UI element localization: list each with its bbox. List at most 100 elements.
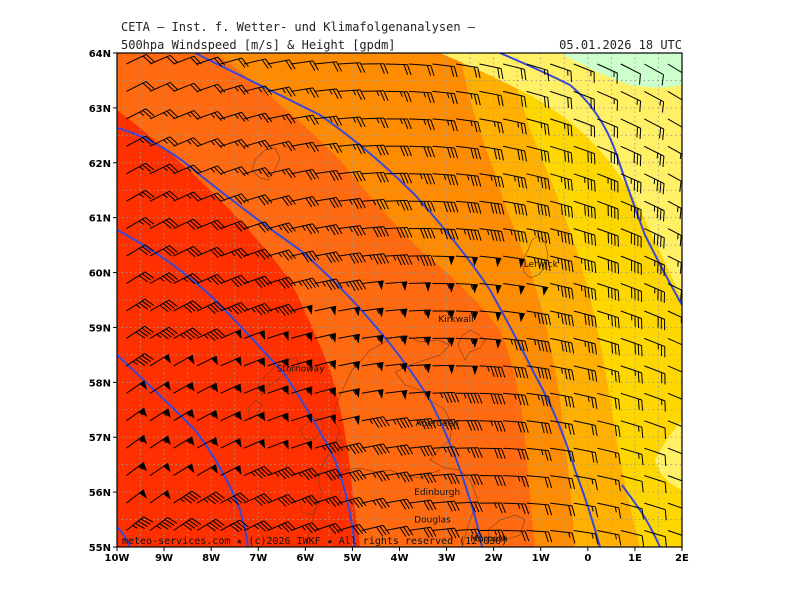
wind-barb (385, 90, 412, 102)
wind-barb (573, 145, 596, 165)
wind-barb (479, 228, 505, 242)
wind-barb (432, 173, 459, 186)
wind-barb (408, 282, 431, 292)
wind-barb (479, 90, 504, 107)
wind-barb (385, 444, 414, 456)
wind-barb (220, 410, 242, 422)
wind-barb (620, 63, 641, 85)
coastline (457, 329, 486, 361)
wind-barb (526, 118, 550, 136)
wind-barb (173, 463, 195, 477)
wind-barb (314, 305, 337, 316)
wind-barb (385, 199, 413, 211)
wind-barb (620, 502, 644, 520)
wind-barb (291, 277, 320, 290)
wind-barb (173, 490, 202, 504)
wind-barb (385, 335, 408, 346)
wind-barb (126, 53, 155, 65)
wind-barb (173, 517, 201, 531)
wind-barb (550, 392, 575, 408)
wind-barb (314, 251, 343, 264)
wind-barb (620, 228, 642, 248)
lon-label: 2W (485, 553, 503, 564)
wind-barb (149, 245, 178, 257)
wind-barb (385, 471, 414, 483)
wind-barb (526, 145, 550, 163)
wind-barb (149, 217, 178, 230)
wind-barb (479, 420, 506, 432)
wind-barb (644, 283, 666, 303)
wind-barb (267, 412, 289, 423)
wind-barb (479, 118, 504, 134)
wind-barb (644, 228, 665, 249)
wind-barb (455, 173, 482, 187)
wind-barb (220, 302, 249, 315)
wind-barb (644, 173, 665, 195)
wind-barb (291, 304, 313, 315)
wind-barb (502, 90, 527, 108)
wind-barb (479, 529, 507, 541)
wind-barb (361, 470, 390, 482)
wind-barb (432, 118, 458, 132)
wind-barb (173, 381, 195, 394)
lat-label: 57N (89, 433, 111, 444)
wind-barb (149, 54, 179, 65)
wind-barb (408, 418, 437, 430)
wind-barb (385, 498, 414, 510)
wind-barb (243, 85, 273, 96)
wind-barb (220, 465, 242, 477)
wind-barb (196, 110, 226, 122)
wind-barb (314, 88, 343, 99)
wind-barb (126, 108, 155, 120)
wind-barb (597, 337, 620, 356)
wind-barb (644, 255, 665, 276)
wind-barb (550, 255, 574, 273)
wind-barb (526, 283, 549, 296)
wind-barb (408, 118, 435, 131)
wind-barb (432, 419, 460, 431)
lat-label: 62N (89, 159, 111, 170)
wind-barb (432, 391, 460, 403)
wind-barb (196, 518, 225, 532)
valid-time: 05.01.2026 18 UTC (559, 38, 682, 52)
wind-barb (338, 62, 366, 73)
wind-barb (408, 363, 431, 374)
wind-barb (361, 117, 389, 129)
lon-label: 1E (628, 553, 642, 564)
wind-barb (644, 310, 666, 331)
wind-barb (338, 225, 366, 237)
height-contour-line (499, 53, 682, 306)
city-label: Stornoway (277, 364, 325, 374)
wind-barb (408, 173, 436, 185)
coastline (521, 235, 549, 279)
wind-barb (361, 253, 390, 265)
lon-label: 8W (202, 553, 220, 564)
wind-barb (385, 308, 408, 319)
wind-barb (361, 90, 389, 101)
wind-barb (667, 173, 682, 192)
wind-barb (455, 145, 482, 160)
wind-barb (149, 326, 178, 340)
height-contour-line (117, 127, 483, 547)
wind-barb (220, 383, 242, 394)
wind-barb (220, 356, 242, 367)
wind-barb (243, 330, 266, 341)
wind-barb (550, 173, 573, 191)
wind-barb (455, 447, 483, 458)
wind-barb (338, 306, 361, 317)
wind-barb (196, 165, 226, 176)
wind-barb (385, 118, 412, 130)
wind-barb (667, 337, 682, 348)
wind-barb (503, 530, 530, 542)
wind-barb (126, 189, 155, 202)
wind-barb (243, 112, 273, 124)
wind-barb (126, 516, 154, 531)
coastline (487, 514, 526, 541)
wind-barb (314, 61, 343, 72)
wind-barb (455, 528, 484, 540)
height-contour-line (117, 354, 249, 547)
wind-barb (503, 255, 525, 268)
wind-barb (314, 142, 343, 154)
wind-barb (267, 466, 296, 480)
wind-barb (338, 116, 366, 128)
